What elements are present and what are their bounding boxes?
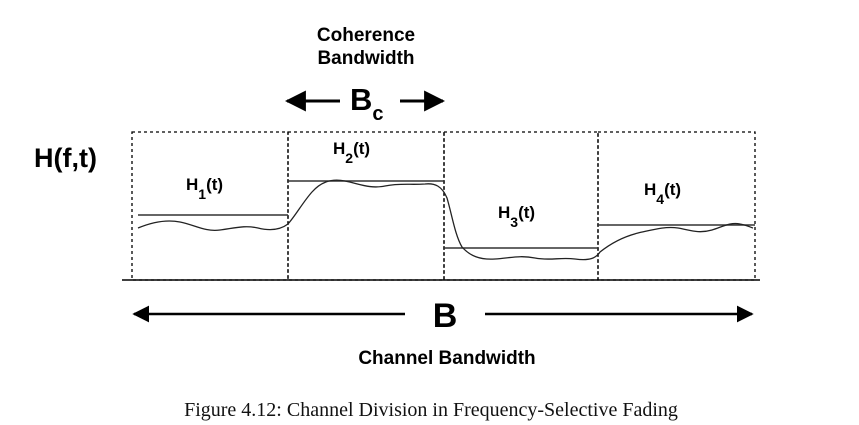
channel-label: Channel Bandwidth — [358, 348, 535, 369]
subband-label-1: H1(t) — [186, 175, 223, 202]
subband-label-3: H3(t) — [498, 203, 535, 230]
coherence-title-line2: Bandwidth — [317, 48, 414, 69]
channel-response-curve — [137, 179, 754, 261]
subband-frame-4 — [597, 131, 756, 281]
subband-label-4: H4(t) — [644, 180, 681, 207]
coherence-title-line1: Coherence — [317, 25, 415, 46]
subband-label-2: H2(t) — [333, 139, 370, 166]
coherence-symbol-sub: c — [372, 103, 383, 125]
coherence-symbol: Bc — [350, 82, 384, 125]
channel-symbol: B — [433, 297, 458, 335]
response-label: H(f,t) — [34, 143, 97, 173]
figure-caption: Figure 4.12: Channel Division in Frequen… — [184, 399, 678, 421]
subband-frame-1 — [131, 131, 289, 281]
subband-frames — [131, 131, 756, 281]
